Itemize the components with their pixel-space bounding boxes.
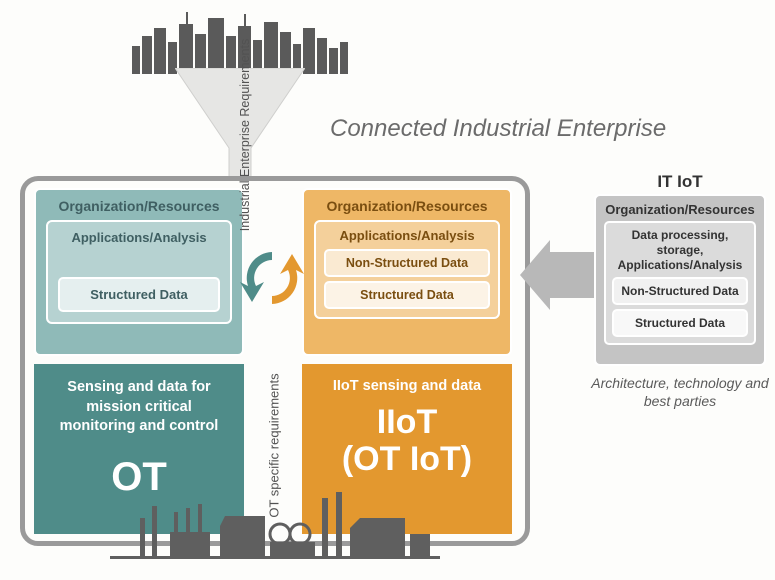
funnel-label: Industrial Enterprise Requirements	[230, 85, 260, 185]
it-caption: Architecture, technology and best partie…	[588, 374, 772, 410]
it-iot-title: IT IoT	[600, 172, 760, 192]
iiot-column: Organization/Resources Applications/Anal…	[302, 188, 512, 356]
it-column: Organization/Resources Data processing, …	[594, 194, 766, 366]
it-layer-apps: Data processing, storage, Applications/A…	[604, 221, 756, 345]
it-header: Organization/Resources	[604, 202, 756, 217]
ot-column: Organization/Resources Applications/Anal…	[34, 188, 244, 356]
iiot-layer-apps-label: Applications/Analysis	[324, 228, 490, 243]
ot-block-desc: Sensing and data for mission critical mo…	[50, 378, 228, 437]
ot-header: Organization/Resources	[46, 198, 232, 214]
ot-layer-apps: Applications/Analysis Structured Data	[46, 220, 232, 324]
ot-layer-apps-label: Applications/Analysis	[58, 230, 220, 245]
factory-skyline-icon	[110, 478, 440, 568]
exchange-arrows-icon	[238, 244, 306, 312]
iiot-block-desc: IIoT sensing and data	[314, 378, 500, 394]
iiot-layer-nonstructured: Non-Structured Data	[324, 249, 490, 277]
iiot-block-big: IIoT (OT IoT)	[314, 404, 500, 479]
funnel-label-text: Industrial Enterprise Requirements	[238, 39, 252, 231]
it-layer-nonstructured: Non-Structured Data	[612, 277, 748, 305]
iiot-layer-structured: Structured Data	[324, 281, 490, 309]
iiot-header: Organization/Resources	[314, 198, 500, 214]
main-title: Connected Industrial Enterprise	[330, 115, 666, 144]
arrow-left-icon	[520, 240, 600, 310]
it-layer-apps-label: Data processing, storage, Applications/A…	[612, 228, 748, 273]
it-layer-structured: Structured Data	[612, 309, 748, 337]
ot-layer-structured: Structured Data	[58, 277, 220, 312]
iiot-layer-apps: Applications/Analysis Non-Structured Dat…	[314, 220, 500, 319]
